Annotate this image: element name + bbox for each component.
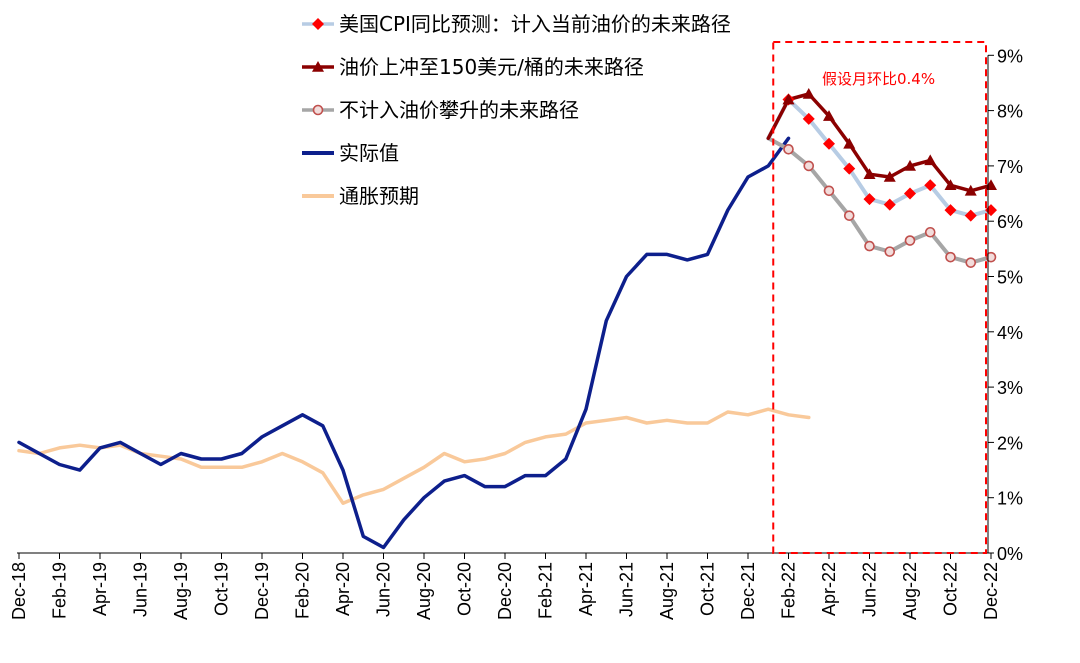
legend: 美国CPI同比预测：计入当前油价的未来路径油价上冲至150美元/桶的未来路径不计… bbox=[302, 12, 731, 208]
axes: Dec-18 Feb-19 Apr-19 Jun-19 Aug-19 Oct-19 Dec-… bbox=[9, 46, 1023, 620]
x-tick-label: Jun-22 bbox=[860, 562, 880, 617]
y-tick-label: 5% bbox=[997, 268, 1023, 288]
y-tick-label: 1% bbox=[997, 489, 1023, 509]
forecast-annotation: 假设月环比0.4% bbox=[772, 41, 987, 554]
series-2-point bbox=[985, 251, 997, 263]
x-tick-label: Feb-20 bbox=[293, 562, 313, 619]
series-1-point bbox=[843, 137, 856, 149]
series-0-point bbox=[802, 112, 815, 125]
x-tick-label: Jun-20 bbox=[374, 562, 394, 617]
y-tick-label: 8% bbox=[997, 102, 1023, 122]
x-tick-label: Oct-19 bbox=[212, 562, 232, 616]
x-tick-label: Feb-19 bbox=[50, 562, 70, 619]
x-tick-label: Aug-22 bbox=[900, 562, 920, 620]
x-tick-label: Dec-21 bbox=[738, 562, 758, 620]
y-tick-label: 6% bbox=[997, 212, 1023, 232]
series-1-point bbox=[904, 159, 916, 171]
series-1-point bbox=[924, 154, 937, 166]
series-0-point bbox=[904, 187, 916, 200]
series-2-point bbox=[803, 160, 815, 172]
series-0-point bbox=[843, 162, 856, 175]
y-tick-label: 7% bbox=[997, 157, 1023, 177]
x-tick-label: Oct-21 bbox=[698, 562, 718, 616]
x-tick-label: Apr-21 bbox=[576, 562, 596, 616]
series-lines bbox=[17, 92, 993, 550]
forecast-box bbox=[772, 41, 987, 554]
series-1-point bbox=[863, 168, 876, 179]
x-tick-label: Aug-19 bbox=[171, 562, 191, 620]
series-line-4 bbox=[17, 407, 811, 505]
series-line-3 bbox=[17, 136, 791, 550]
series-0-point bbox=[944, 204, 957, 217]
legend-label-0: 美国CPI同比预测：计入当前油价的未来路径 bbox=[339, 12, 731, 36]
series-2-point bbox=[843, 210, 855, 221]
x-tick-label: Aug-20 bbox=[414, 562, 434, 620]
series-1-point bbox=[802, 88, 815, 99]
series-0-point bbox=[823, 137, 835, 150]
x-tick-label: Jun-19 bbox=[131, 562, 151, 617]
series-0-point bbox=[883, 198, 896, 211]
legend-label-2: 不计入油价攀升的未来路径 bbox=[339, 98, 579, 122]
series-2-point bbox=[924, 226, 936, 238]
x-tick-label: Oct-20 bbox=[455, 562, 475, 616]
x-tick-label: Dec-19 bbox=[252, 562, 272, 620]
x-tick-label: Aug-21 bbox=[657, 562, 677, 620]
x-tick-label: Apr-22 bbox=[819, 562, 839, 616]
series-line-1 bbox=[766, 92, 993, 193]
y-tick-label: 3% bbox=[997, 378, 1023, 398]
y-tick-label: 9% bbox=[997, 46, 1023, 66]
x-tick-label: Dec-22 bbox=[981, 562, 1001, 620]
series-1-point bbox=[823, 110, 835, 121]
series-2-point bbox=[884, 246, 896, 257]
legend-marker-1 bbox=[312, 61, 324, 72]
x-tick-label: Feb-22 bbox=[779, 562, 799, 619]
series-2-point bbox=[945, 251, 956, 263]
series-1-point bbox=[883, 170, 896, 182]
y-tick-label: 4% bbox=[997, 323, 1023, 343]
x-tick-label: Apr-20 bbox=[333, 562, 353, 616]
x-tick-label: Jun-21 bbox=[617, 562, 637, 617]
series-2-point bbox=[864, 240, 875, 252]
series-0-point bbox=[863, 193, 876, 206]
x-tick-label: Feb-21 bbox=[536, 562, 556, 619]
x-tick-label: Apr-19 bbox=[90, 562, 110, 616]
series-2-point bbox=[904, 235, 916, 246]
annotation-text: 假设月环比0.4% bbox=[822, 70, 935, 88]
series-0-point bbox=[924, 179, 937, 192]
series-1-point bbox=[944, 179, 957, 191]
x-tick-label: Dec-20 bbox=[495, 562, 515, 620]
x-tick-label: Dec-18 bbox=[9, 562, 29, 620]
x-tick-label: Oct-22 bbox=[941, 562, 961, 616]
y-tick-label: 2% bbox=[997, 433, 1023, 453]
legend-label-3: 实际值 bbox=[339, 141, 399, 165]
legend-marker-0 bbox=[312, 18, 324, 30]
series-2-point bbox=[965, 257, 977, 268]
series-1-point bbox=[964, 184, 977, 196]
series-markers bbox=[782, 88, 997, 268]
series-2-point bbox=[783, 144, 794, 155]
legend-label-1: 油价上冲至150美元/桶的未来路径 bbox=[339, 55, 644, 79]
y-tick-label: 0% bbox=[997, 544, 1023, 564]
legend-label-4: 通胀预期 bbox=[339, 184, 419, 208]
series-1-point bbox=[782, 93, 795, 105]
series-2-point bbox=[823, 185, 835, 197]
legend-marker-2 bbox=[312, 104, 324, 116]
series-0-point bbox=[964, 209, 977, 222]
